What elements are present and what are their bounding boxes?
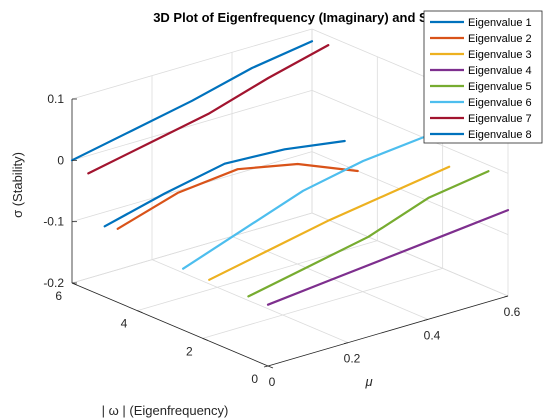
legend-label-1: Eigenvalue 1	[468, 17, 532, 29]
axes-box	[71, 99, 509, 367]
gridline-backwall-z	[71, 89, 313, 161]
gridline-floor-x	[151, 259, 349, 344]
series-line-5	[247, 170, 490, 298]
gridline-floor-y	[202, 267, 443, 339]
legend-label-5: Eigenvalue 5	[468, 81, 532, 93]
legend-label-3: Eigenvalue 3	[468, 49, 532, 61]
legend-label-2: Eigenvalue 2	[468, 33, 532, 45]
series-line-2	[116, 162, 359, 230]
tick-layer: 0 0.2 0.4 0.6 0 2 4 6-0.2 -0.1 0 0.1	[43, 92, 520, 389]
z-tick-label: 0	[57, 153, 64, 167]
y-tick-mark	[267, 365, 274, 369]
x-tick-mark	[423, 318, 429, 321]
legend-box	[423, 10, 543, 144]
y-tick-label: 2	[186, 344, 193, 358]
series-line-1	[70, 40, 314, 162]
legend-label-4: Eigenvalue 4	[468, 65, 532, 77]
gridline-sidewall-z	[311, 89, 509, 174]
x-tick-label: 0	[269, 375, 276, 389]
y-axis-label: | ω | (Eigenfrequency)	[102, 403, 229, 418]
gridline-sidewall-z	[311, 151, 509, 236]
x-axis-line	[267, 295, 509, 367]
legend-label-8: Eigenvalue 8	[468, 129, 532, 141]
series-line-7	[87, 44, 330, 175]
series-line-4	[266, 209, 510, 306]
y-tick-label: 0	[251, 372, 258, 386]
legend-label-7: Eigenvalue 7	[468, 113, 532, 125]
legend: Eigenvalue 1 Eigenvalue 2 Eigenvalue 3 Eige…	[423, 10, 543, 144]
x-tick-label: 0.6	[504, 305, 521, 319]
grid-layer	[71, 28, 509, 367]
chart-title: 3D Plot of Eigenfrequency (Imaginary) an…	[153, 10, 451, 25]
gridline-sidewall-z	[311, 212, 509, 297]
gridline-backwall-z	[71, 28, 313, 100]
legend-items: Eigenvalue 1 Eigenvalue 2 Eigenvalue 3 Eige…	[430, 17, 532, 141]
z-tick-label: -0.1	[43, 215, 64, 229]
x-axis-label: μ	[364, 374, 372, 389]
series-layer	[70, 40, 510, 306]
legend-label-6: Eigenvalue 6	[468, 97, 532, 109]
series-line-8	[103, 139, 346, 228]
x-tick-mark	[503, 295, 509, 298]
z-tick-label: 0.1	[47, 92, 64, 106]
z-axis-label: σ (Stability)	[10, 152, 25, 218]
gridline-backwall-z	[71, 212, 313, 284]
x-tick-label: 0.2	[344, 352, 361, 366]
x-tick-mark	[343, 342, 349, 345]
y-tick-mark	[202, 337, 208, 341]
z-tick-label: -0.2	[43, 276, 64, 290]
x-tick-label: 0.4	[424, 328, 441, 342]
y-tick-mark	[137, 310, 143, 314]
series-line-3	[208, 165, 451, 281]
y-axis-line	[71, 282, 269, 367]
y-tick-label: 6	[55, 289, 62, 303]
x-tick-mark	[263, 365, 269, 368]
series-line-6	[182, 136, 425, 270]
gridline-floor-x	[231, 235, 429, 320]
y-tick-label: 4	[121, 317, 128, 331]
